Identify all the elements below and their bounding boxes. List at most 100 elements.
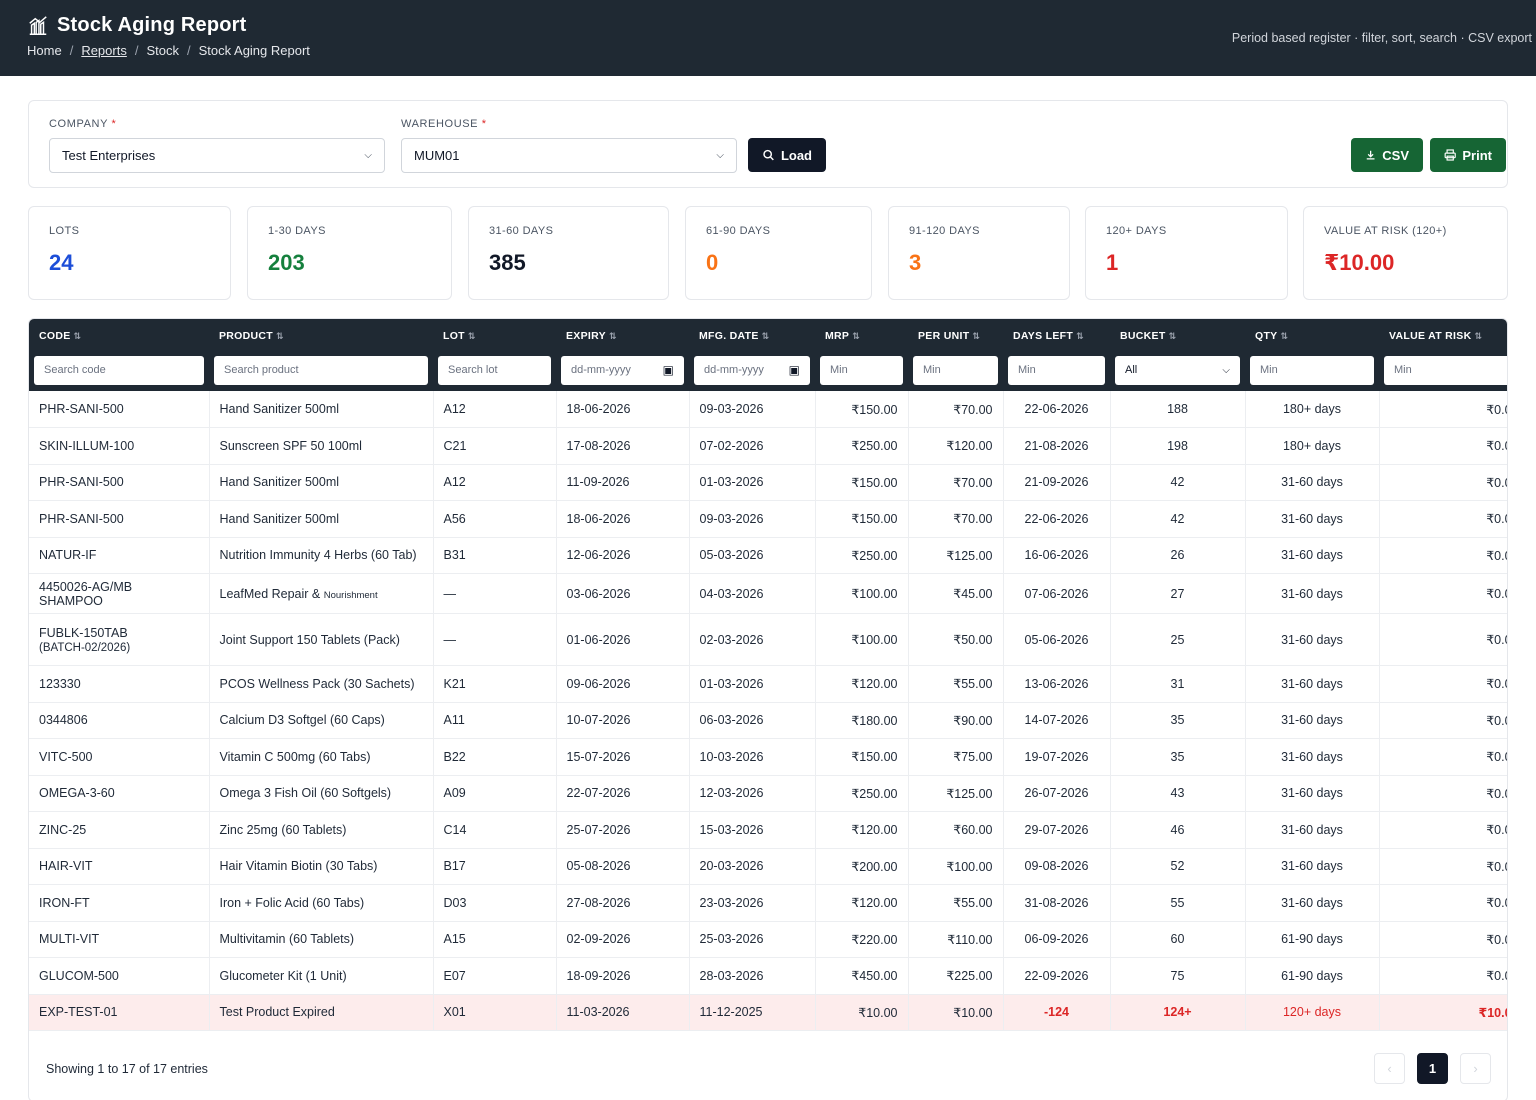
breadcrumb-home[interactable]: Home: [27, 43, 62, 58]
cell-mfg: 11-12-2025: [689, 994, 816, 1031]
cell-unit: ₹55.00: [908, 884, 1004, 922]
table-row[interactable]: OMEGA-3-60 Omega 3 Fish Oil (60 Softgels)…: [29, 775, 1507, 812]
column-header[interactable]: BUCKET ⇅: [1110, 319, 1245, 353]
sort-icon: ⇅: [467, 331, 476, 341]
filter-card: COMPANY * Test Enterprises ⌵ WAREHOUSE *…: [28, 100, 1508, 188]
cell-qty: 120+ days: [1245, 994, 1380, 1031]
table-row[interactable]: MULTI-VIT Multivitamin (60 Tablets) A15 02-…: [29, 921, 1507, 958]
cell-risk: ₹0.00: [1379, 811, 1507, 849]
sort-icon: ⇅: [73, 331, 82, 341]
table-row[interactable]: GLUCOM-500 Glucometer Kit (1 Unit) E07 18-0…: [29, 957, 1507, 995]
table-row[interactable]: EXP-TEST-01 Test Product Expired X01 11-03-…: [29, 994, 1507, 1031]
company-label: COMPANY *: [49, 118, 117, 130]
breadcrumb-reports[interactable]: Reports: [81, 43, 127, 58]
cell-mfg: 04-03-2026: [689, 573, 816, 614]
cell-mfg: 23-03-2026: [689, 884, 816, 922]
prev-page-button[interactable]: ‹: [1374, 1053, 1405, 1084]
cell-risk: ₹0.00: [1379, 537, 1507, 574]
column-filter-input[interactable]: Search code: [34, 355, 204, 385]
column-header[interactable]: MRP ⇅: [815, 319, 908, 353]
cell-mrp: ₹220.00: [815, 921, 909, 958]
cell-mrp: ₹100.00: [815, 613, 909, 666]
column-filter-input[interactable]: All ⌵: [1115, 355, 1240, 385]
cell-risk: ₹0.00: [1379, 665, 1507, 703]
cell-qty: 31-60 days: [1245, 573, 1380, 614]
table-row[interactable]: PHR-SANI-500 Hand Sanitizer 500ml A12 11-09…: [29, 464, 1507, 501]
company-select[interactable]: Test Enterprises ⌵: [49, 138, 385, 173]
cell-mrp: ₹250.00: [815, 427, 909, 465]
calendar-icon[interactable]: ▣: [662, 363, 674, 377]
table-row[interactable]: PHR-SANI-500 Hand Sanitizer 500ml A56 18-06…: [29, 500, 1507, 538]
calendar-icon[interactable]: ▣: [788, 363, 800, 377]
cell-mfg: 06-03-2026: [689, 702, 816, 739]
cell-qty: 180+ days: [1245, 427, 1380, 465]
cell-product: Multivitamin (60 Tablets): [209, 921, 434, 958]
column-filter-input[interactable]: Search lot: [438, 355, 551, 385]
page-title: Stock Aging Report: [57, 14, 247, 36]
column-filter-input[interactable]: dd-mm-yyyy ▣: [694, 355, 810, 385]
table-row[interactable]: VITC-500 Vitamin C 500mg (60 Tabs) B22 15-0…: [29, 738, 1507, 776]
cell-code: ZINC-25: [29, 811, 210, 849]
cell-mfg: 01-03-2026: [689, 665, 816, 703]
table-row[interactable]: FUBLK-150TAB (BATCH-02/2026) Joint Support…: [29, 613, 1507, 666]
cell-lot: —: [433, 613, 557, 666]
cell-bucket: 31: [1110, 665, 1246, 703]
cell-product: Glucometer Kit (1 Unit): [209, 957, 434, 995]
table-row[interactable]: NATUR-IF Nutrition Immunity 4 Herbs (60 T…: [29, 537, 1507, 574]
sort-icon: ⇅: [276, 331, 284, 341]
column-header[interactable]: VALUE AT RISK ⇅: [1379, 319, 1507, 353]
sort-icon: ⇅: [852, 331, 861, 341]
column-header[interactable]: PER UNIT ⇅: [908, 319, 1003, 353]
cell-risk: ₹0.00: [1379, 738, 1507, 776]
table-row[interactable]: IRON-FT Iron + Folic Acid (60 Tabs) D03 27-…: [29, 884, 1507, 922]
column-filter-input[interactable]: dd-mm-yyyy ▣: [561, 355, 684, 385]
sort-icon: ⇅: [1076, 331, 1084, 341]
table-row[interactable]: ZINC-25 Zinc 25mg (60 Tablets) C14 25-07-20…: [29, 811, 1507, 849]
table-row[interactable]: HAIR-VIT Hair Vitamin Biotin (30 Tabs) B17…: [29, 848, 1507, 885]
cell-mfg: 05-03-2026: [689, 537, 816, 574]
column-header[interactable]: CODE ⇅: [29, 319, 209, 353]
cell-mrp: ₹450.00: [815, 957, 909, 995]
pagination: ‹ 1 ›: [1374, 1053, 1491, 1084]
column-filter-input[interactable]: Min: [913, 355, 998, 385]
load-button[interactable]: Load: [748, 138, 826, 172]
csv-export-button[interactable]: CSV: [1351, 138, 1423, 172]
column-filter-input[interactable]: Min: [1384, 355, 1507, 385]
cell-expiry: 03-06-2026: [556, 573, 690, 614]
cell-mfg: 15-03-2026: [689, 811, 816, 849]
print-button[interactable]: Print: [1430, 138, 1506, 172]
column-filter-input[interactable]: Min: [1250, 355, 1374, 385]
column-header[interactable]: PRODUCT ⇅: [209, 319, 433, 353]
cell-unit: ₹110.00: [908, 921, 1004, 958]
table-row[interactable]: 4450026-AG/MB SHAMPOO LeafMed Repair & No…: [29, 573, 1507, 614]
column-header[interactable]: DAYS LEFT ⇅: [1003, 319, 1110, 353]
table-row[interactable]: 123330 PCOS Wellness Pack (30 Sachets) K21…: [29, 665, 1507, 703]
cell-expiry: 10-07-2026: [556, 702, 690, 739]
cell-lot: A12: [433, 391, 557, 428]
column-header[interactable]: LOT ⇅: [433, 319, 556, 353]
cell-days: 22-09-2026: [1003, 957, 1111, 995]
cell-days: 09-08-2026: [1003, 848, 1111, 885]
cell-unit: ₹100.00: [908, 848, 1004, 885]
next-page-button[interactable]: ›: [1460, 1053, 1491, 1084]
table-row[interactable]: SKIN-ILLUM-100 Sunscreen SPF 50 100ml C21 1…: [29, 427, 1507, 465]
cell-product: Nutrition Immunity 4 Herbs (60 Tab): [209, 537, 434, 574]
table-row[interactable]: PHR-SANI-500 Hand Sanitizer 500ml A12 18-06…: [29, 391, 1507, 428]
cell-days: 21-08-2026: [1003, 427, 1111, 465]
column-filter-input[interactable]: Search product: [214, 355, 428, 385]
table-row[interactable]: 0344806 Calcium D3 Softgel (60 Caps) A11 10…: [29, 702, 1507, 739]
cell-days: 29-07-2026: [1003, 811, 1111, 849]
warehouse-select[interactable]: MUM01 ⌵: [401, 138, 737, 173]
cell-code: 123330: [29, 665, 210, 703]
column-header[interactable]: MFG. DATE ⇅: [689, 319, 815, 353]
column-header[interactable]: QTY ⇅: [1245, 319, 1379, 353]
cell-unit: ₹125.00: [908, 537, 1004, 574]
cell-mrp: ₹10.00: [815, 994, 909, 1031]
cell-qty: 31-60 days: [1245, 613, 1380, 666]
column-header[interactable]: EXPIRY ⇅: [556, 319, 689, 353]
page-1-button[interactable]: 1: [1417, 1053, 1448, 1084]
breadcrumb-stock[interactable]: Stock: [146, 43, 179, 58]
column-filter-input[interactable]: Min: [820, 355, 903, 385]
column-filter-input[interactable]: Min: [1008, 355, 1105, 385]
cell-expiry: 09-06-2026: [556, 665, 690, 703]
